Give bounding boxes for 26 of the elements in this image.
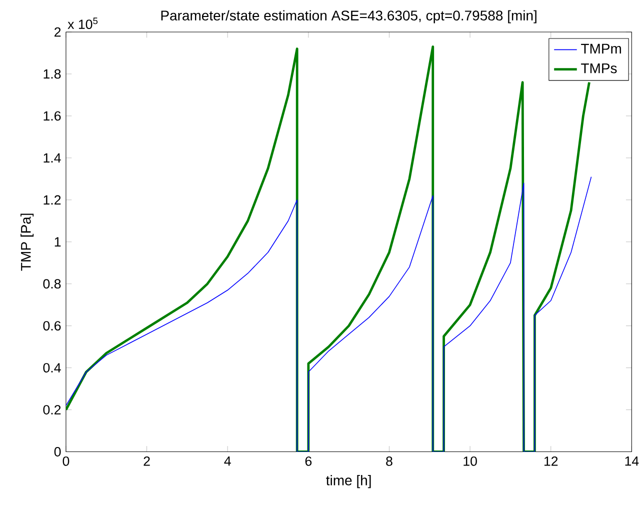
x-tick-label: 4	[224, 456, 231, 466]
y-tick-label: 1	[54, 237, 61, 247]
x-tick-label: 6	[305, 456, 312, 466]
y-tick-label: 0.8	[43, 279, 61, 289]
x-tick-label: 10	[464, 456, 477, 466]
y-axis-title: TMP [Pa]	[20, 214, 34, 271]
chart-title: Parameter/state estimation ASE=43.6305, cpt=0.79588 [min]	[161, 10, 536, 24]
y-tick-label: 2	[54, 27, 61, 37]
y-tick-label: 0	[54, 447, 61, 457]
y-tick-label: 1.6	[44, 111, 61, 121]
x-tick-label: 0	[62, 456, 70, 466]
legend-label: TMPm	[581, 44, 621, 54]
y-tick-label: 1.2	[44, 195, 61, 205]
x-tick-label: 14	[625, 456, 639, 466]
x-tick-label: 2	[144, 456, 150, 466]
x-tick-label: 8	[386, 456, 392, 466]
y-tick-label: 0.6	[43, 321, 61, 331]
text: x 10$^{5}$	[68, 18, 98, 30]
legend-label: TMPs	[581, 64, 617, 74]
y-tick-label: 0.4	[43, 363, 61, 373]
x-axis-title: time [h]	[326, 475, 371, 488]
x-tick-label: 12	[544, 456, 558, 466]
y-tick-label: 1.4	[44, 153, 61, 163]
y-tick-label: 1.8	[44, 69, 61, 79]
line-series	[66, 176, 592, 452]
y-tick-label: 0.2	[43, 405, 61, 415]
